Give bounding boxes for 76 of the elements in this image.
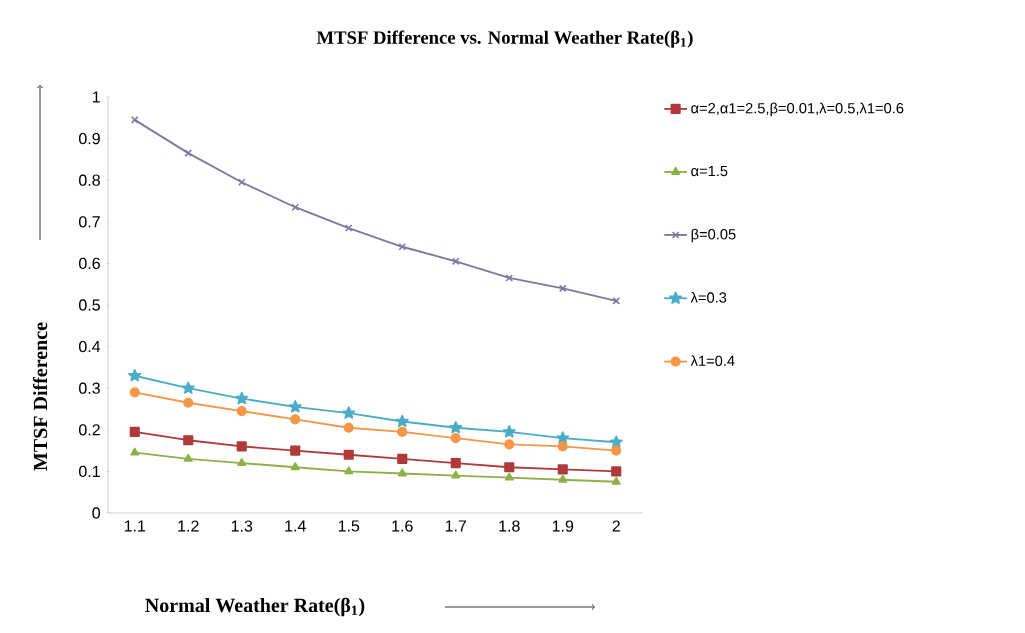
- point: [237, 178, 246, 187]
- point: [398, 242, 407, 251]
- x-tick-label: 1.4: [285, 520, 306, 532]
- x-axis-title: Normal Weather Rate(β$_{1}$): [145, 597, 365, 617]
- point: [184, 149, 193, 157]
- point: [342, 406, 356, 419]
- point: [397, 453, 408, 464]
- point: [181, 381, 195, 394]
- point: [611, 466, 622, 477]
- legend-label: α=2,α1=2.5,β=0.01,λ=0.5,λ1=0.6: [691, 102, 904, 117]
- legend-label: β=0.05: [691, 228, 736, 243]
- point: [291, 203, 300, 212]
- point: [343, 422, 354, 433]
- point: [451, 257, 460, 266]
- point: [183, 435, 194, 446]
- y-axis-title: MTSF Difference: [32, 322, 48, 471]
- x-tick-label: 1.5: [338, 520, 360, 532]
- point: [612, 297, 621, 305]
- y-tick-label: 0.4: [79, 340, 101, 353]
- point: [609, 435, 623, 448]
- point: [611, 476, 621, 485]
- point: [237, 458, 247, 467]
- y-tick-label: 0.2: [79, 424, 100, 436]
- point: [183, 453, 193, 462]
- point: [290, 445, 301, 456]
- point: [504, 472, 514, 481]
- point: [236, 406, 247, 417]
- y-tick-label: 0.5: [79, 299, 100, 311]
- y-tick-label: 1: [92, 91, 100, 103]
- point: [290, 462, 300, 471]
- x-tick-label: 1.7: [445, 520, 467, 532]
- y-tick-label: 0.8: [79, 174, 100, 186]
- y-tick-label: 0: [92, 507, 101, 519]
- y-tick-label: 0.9: [79, 132, 100, 145]
- y-tick-label: 0.7: [79, 216, 100, 228]
- y-tick-label: 0.1: [79, 465, 100, 478]
- x-tick-label: 1.9: [552, 520, 574, 532]
- y-tick-label: 0.3: [79, 382, 100, 394]
- point: [502, 425, 516, 438]
- point: [450, 458, 461, 469]
- legend-label: α=1.5: [691, 165, 728, 177]
- x-tick-label: 1.8: [499, 520, 520, 532]
- point: [344, 466, 354, 475]
- point: [290, 414, 301, 425]
- point: [504, 462, 515, 473]
- point: [236, 441, 247, 452]
- x-tick-label: 1.2: [178, 520, 199, 532]
- y-tick-label: 0.6: [79, 257, 100, 270]
- point: [129, 387, 140, 398]
- legend-label: λ1=0.4: [690, 355, 735, 367]
- chart-title: MTSF Difference vs. Normal Weather Rate(β$_{1}$): [316, 30, 693, 48]
- point: [129, 426, 140, 437]
- x-tick-label: 2: [612, 520, 620, 532]
- point: [611, 445, 622, 456]
- point: [557, 464, 568, 475]
- point: [183, 397, 194, 408]
- x-tick-label: 1.6: [392, 520, 413, 532]
- point: [397, 468, 407, 477]
- point: [449, 420, 463, 434]
- point: [504, 439, 515, 450]
- point: [128, 368, 142, 382]
- legend-label: λ=0.3: [690, 291, 727, 303]
- point: [450, 433, 461, 444]
- point: [556, 431, 570, 444]
- point: [557, 441, 568, 452]
- x-tick-label: 1.3: [231, 520, 253, 532]
- x-tick-label: 1.1: [124, 520, 146, 532]
- point: [395, 414, 409, 428]
- point: [235, 391, 249, 405]
- point: [451, 470, 461, 479]
- point: [130, 447, 140, 456]
- point: [288, 400, 302, 413]
- point: [343, 449, 354, 460]
- point: [558, 284, 567, 293]
- point: [397, 426, 408, 437]
- point: [558, 474, 568, 483]
